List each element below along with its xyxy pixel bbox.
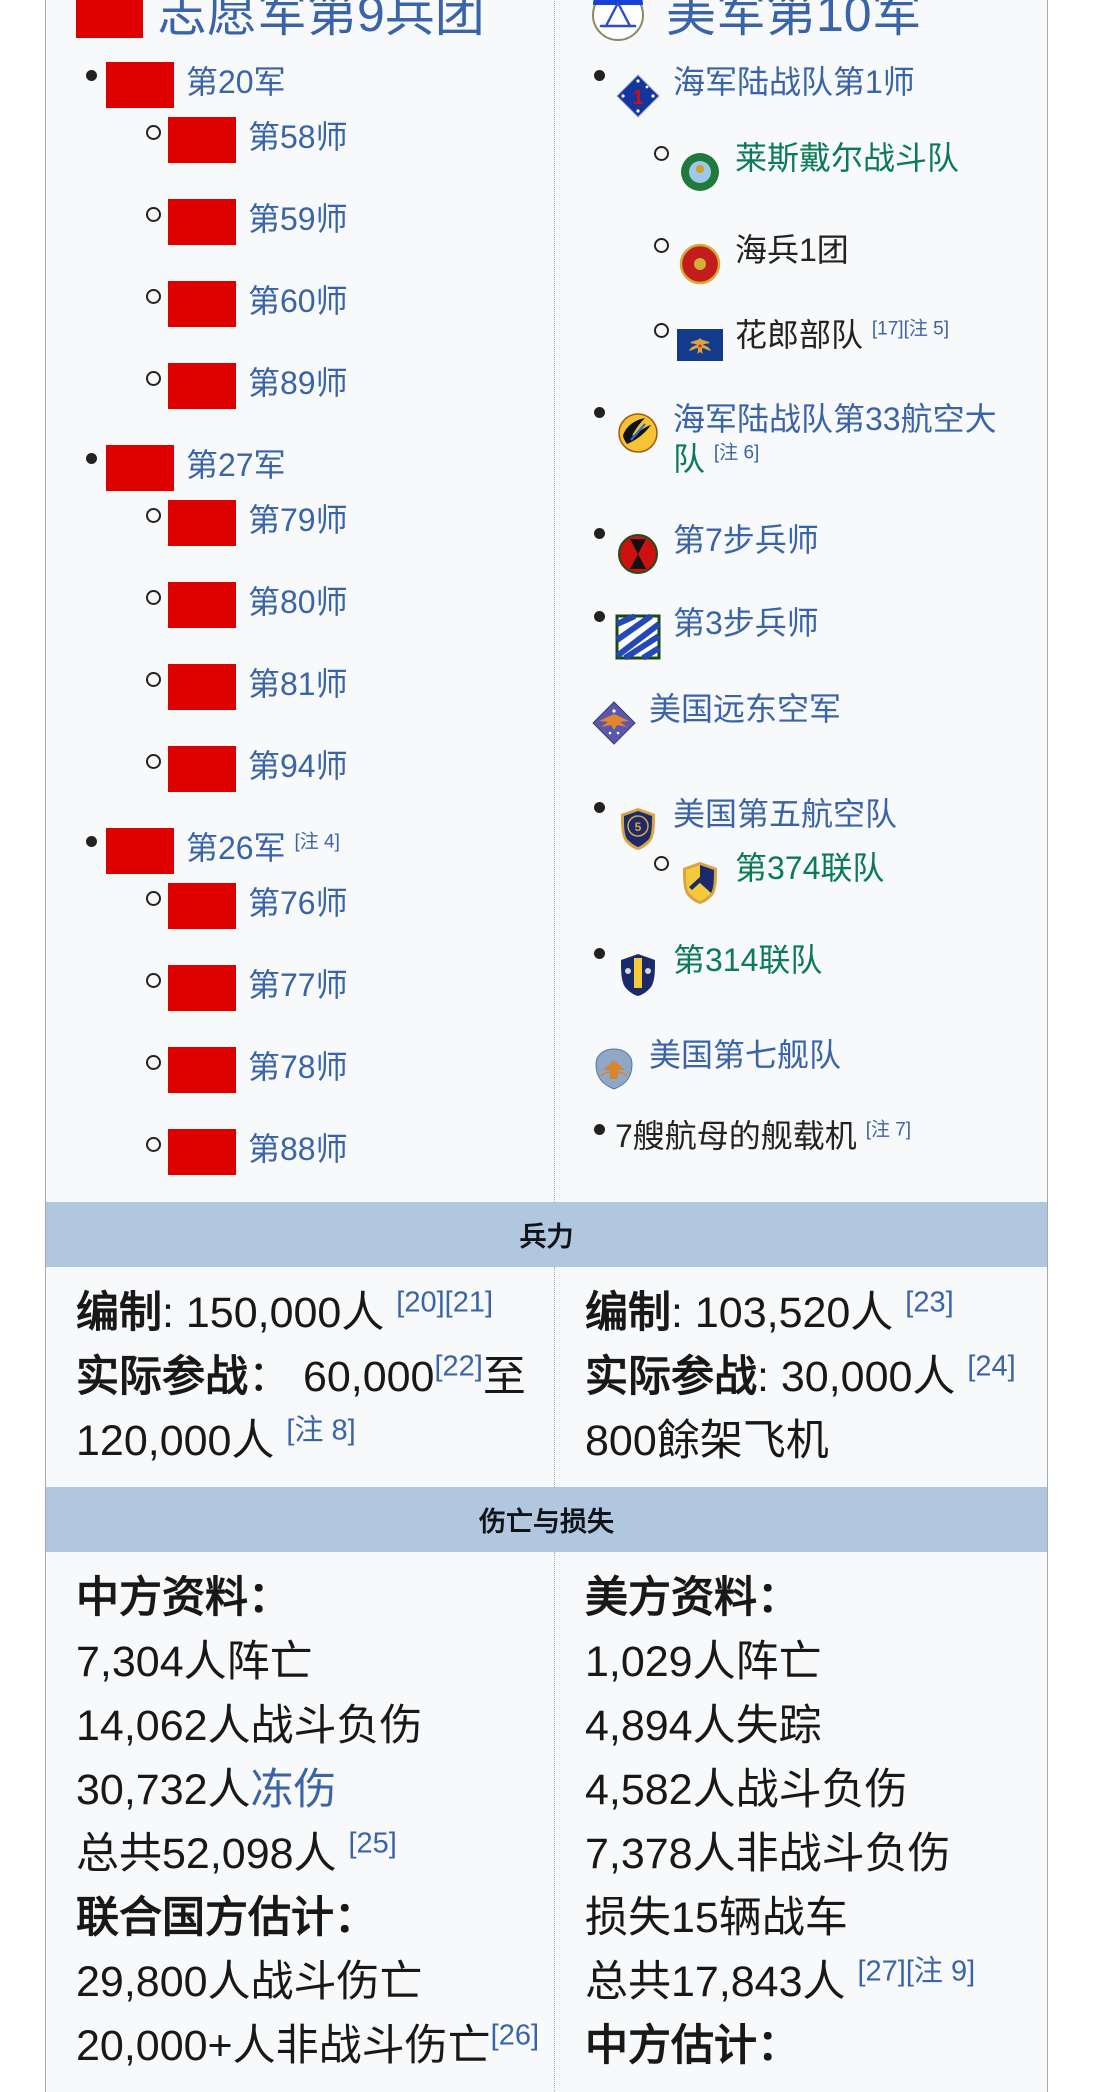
svg-text:1: 1	[632, 87, 643, 109]
svg-text:5: 5	[635, 820, 642, 834]
